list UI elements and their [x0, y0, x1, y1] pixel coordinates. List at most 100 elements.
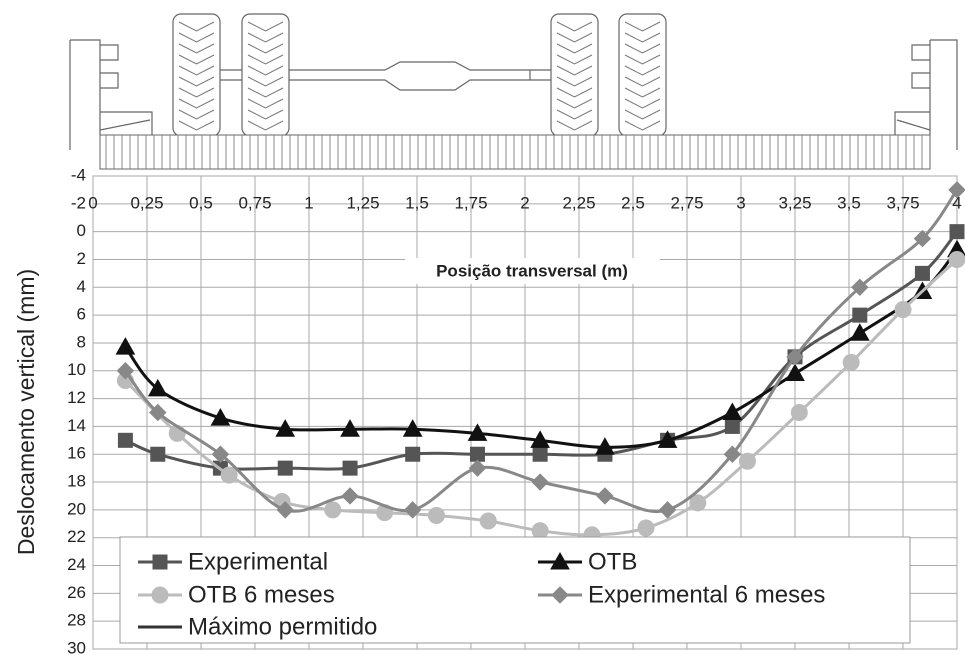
marker: [211, 445, 230, 463]
tread: [178, 120, 215, 131]
tread: [556, 54, 593, 65]
marker: [210, 408, 231, 426]
x-tick-label: 1,5: [405, 193, 429, 212]
tread: [178, 87, 215, 98]
tread: [624, 98, 661, 109]
marker: [723, 445, 742, 463]
marker: [276, 501, 294, 519]
tread: [247, 109, 284, 120]
marker: [914, 265, 930, 281]
y-tick-label: 6: [77, 305, 86, 324]
marker: [324, 501, 342, 519]
tread: [178, 32, 215, 43]
tread: [624, 87, 661, 98]
tread: [247, 54, 284, 65]
y-tick-label: 22: [67, 527, 86, 546]
x-tick-label: 0,25: [130, 193, 163, 212]
tread: [178, 65, 215, 76]
tread: [624, 65, 661, 76]
marker: [531, 473, 549, 491]
marker: [637, 519, 655, 537]
x-tick-label: 1,75: [454, 193, 487, 212]
marker: [277, 460, 293, 476]
y-tick-label: 8: [77, 332, 86, 351]
marker: [530, 430, 550, 448]
tread: [556, 43, 593, 54]
tread: [624, 120, 661, 131]
y-tick-label: 2: [77, 249, 86, 268]
tread: [624, 32, 661, 43]
x-tick-label: 2,5: [621, 193, 645, 212]
marker: [341, 487, 359, 505]
marker: [469, 446, 485, 462]
marker: [595, 437, 615, 455]
tread: [178, 43, 215, 54]
tread: [556, 21, 593, 32]
legend-label: Máximo permitido: [188, 613, 377, 640]
y-tick-label: 10: [67, 360, 86, 379]
x-tick-label: 2,25: [562, 193, 595, 212]
x-tick-label: 0,75: [238, 193, 271, 212]
marker: [149, 403, 167, 422]
marker: [152, 554, 168, 570]
annotation-bg: [405, 258, 660, 284]
marker: [949, 224, 965, 240]
y-axis-label: Deslocamento vertical (mm): [13, 269, 39, 555]
marker: [467, 423, 488, 441]
tread: [247, 43, 284, 54]
x-tick-label: 1: [304, 193, 313, 212]
marker: [117, 432, 133, 448]
marker: [342, 460, 358, 476]
marker: [479, 512, 497, 530]
tread: [247, 65, 284, 76]
marker: [532, 446, 548, 462]
marker: [402, 419, 423, 437]
tread: [178, 109, 215, 120]
marker: [151, 586, 169, 604]
tread: [556, 87, 593, 98]
y-tick-label: 4: [77, 277, 86, 296]
x-tick-label: 2,75: [670, 193, 703, 212]
tread: [556, 32, 593, 43]
marker: [913, 229, 932, 248]
tread: [247, 120, 284, 131]
tread: [247, 76, 284, 87]
x-tick-label: 3: [736, 193, 745, 212]
marker: [531, 522, 549, 540]
x-tick-label: 3,75: [886, 193, 919, 212]
x-tick-label: 3,25: [778, 193, 811, 212]
x-tick-label: 2: [520, 193, 529, 212]
tread: [178, 76, 215, 87]
x-tick-label: 4: [952, 193, 961, 212]
marker: [150, 446, 166, 462]
tread: [624, 43, 661, 54]
machine-diagram: [69, 13, 958, 170]
tread: [178, 54, 215, 65]
y-tick-label: 0: [77, 221, 86, 240]
marker: [405, 446, 421, 462]
legend: [119, 536, 911, 644]
x-tick-label: 1,25: [346, 193, 379, 212]
marker: [689, 494, 707, 512]
marker: [275, 419, 296, 437]
marker: [403, 501, 422, 519]
marker: [948, 181, 965, 199]
tread: [624, 21, 661, 32]
x-tick-label: 3,5: [837, 193, 861, 212]
y-tick-label: 14: [67, 416, 86, 435]
marker: [722, 402, 743, 420]
legend-label: OTB: [588, 548, 637, 575]
y-tick-label: 20: [67, 499, 86, 518]
tread: [178, 21, 215, 32]
y-tick-label: 12: [67, 388, 86, 407]
y-tick-label: 28: [67, 611, 86, 630]
tread: [178, 98, 215, 109]
tread: [247, 21, 284, 32]
tread: [556, 109, 593, 120]
x-tick-label: 0,5: [189, 193, 213, 212]
marker: [724, 418, 740, 434]
marker: [948, 250, 965, 268]
marker: [147, 378, 168, 397]
legend-label: OTB 6 meses: [188, 581, 335, 608]
